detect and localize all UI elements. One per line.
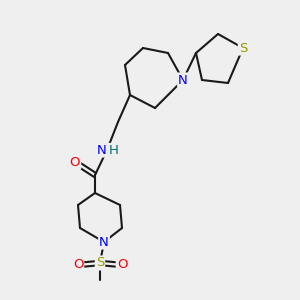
Text: N: N xyxy=(99,236,109,248)
Text: S: S xyxy=(96,256,104,269)
Text: O: O xyxy=(70,155,80,169)
Text: N: N xyxy=(97,143,107,157)
Text: H: H xyxy=(109,143,118,157)
Text: O: O xyxy=(73,259,83,272)
Text: N: N xyxy=(178,74,188,86)
Text: S: S xyxy=(239,41,247,55)
Text: O: O xyxy=(117,259,127,272)
